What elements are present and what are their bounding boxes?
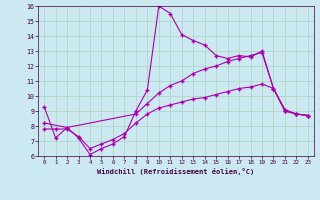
- X-axis label: Windchill (Refroidissement éolien,°C): Windchill (Refroidissement éolien,°C): [97, 168, 255, 175]
